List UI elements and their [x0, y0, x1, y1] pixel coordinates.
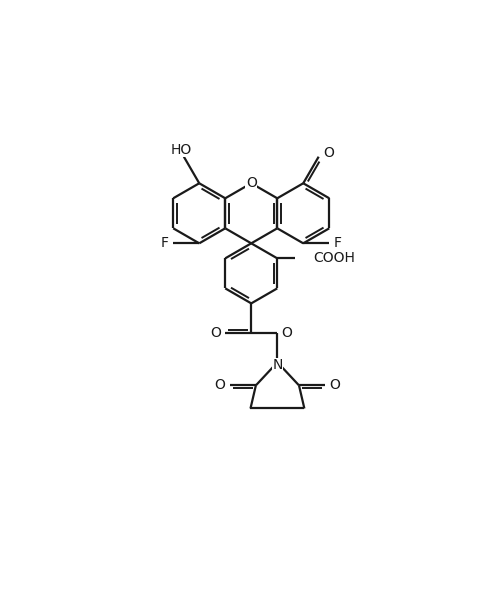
Text: O: O [323, 146, 334, 160]
Text: O: O [282, 326, 293, 340]
Text: N: N [272, 358, 283, 373]
Text: O: O [215, 379, 225, 392]
Text: F: F [333, 236, 342, 250]
Text: O: O [246, 176, 257, 190]
Text: O: O [329, 379, 340, 392]
Text: O: O [210, 326, 221, 340]
Text: HO: HO [170, 143, 191, 157]
Text: F: F [161, 236, 169, 250]
Text: COOH: COOH [313, 251, 355, 265]
